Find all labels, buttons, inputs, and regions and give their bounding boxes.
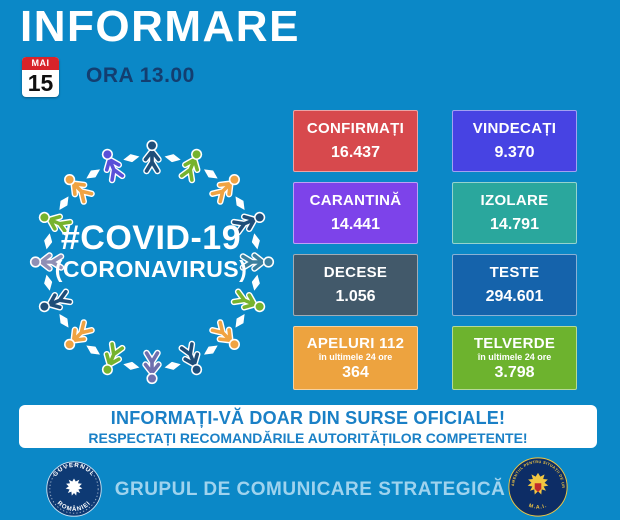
double-arrow-icon: [251, 233, 260, 250]
person-figure-icon: [230, 211, 266, 236]
stat-box-apeluri-112: APELURI 112 în ultimele 24 ore 364: [293, 326, 418, 390]
stats-grid: CONFIRMAȚI 16.437 VINDECAȚI 9.370 CARANT…: [293, 110, 577, 390]
double-arrow-icon: [59, 196, 69, 211]
page-title: INFORMARE: [20, 2, 300, 51]
government-of-romania-seal-icon: GUVERNUL ROMÂNIEI: [46, 461, 102, 517]
person-figure-icon: [209, 319, 240, 350]
covid-subtitle: (CORONAVIRUS): [54, 256, 248, 282]
stat-value: 3.798: [494, 363, 535, 381]
double-arrow-icon: [123, 361, 140, 370]
double-arrow-icon: [164, 361, 181, 370]
double-arrow-icon: [123, 154, 140, 163]
stat-value: 294.601: [485, 288, 544, 305]
stat-label: CARANTINĂ: [309, 192, 402, 209]
stat-label: DECESE: [323, 264, 388, 281]
stat-label: IZOLARE: [480, 192, 549, 209]
double-arrow-icon: [251, 274, 260, 291]
official-sources-banner: INFORMAȚI-VĂ DOAR DIN SURSE OFICIALE! RE…: [19, 405, 597, 448]
covid-hashtag: #COVID-19: [60, 219, 242, 257]
stat-box-teste: TESTE 294.601: [452, 254, 577, 316]
stat-box-confirmati: CONFIRMAȚI 16.437: [293, 110, 418, 172]
stat-sublabel: în ultimele 24 ore: [318, 351, 393, 362]
footer-title: GRUPUL DE COMUNICARE STRATEGICĂ: [114, 479, 506, 500]
stat-label: VINDECAȚI: [472, 120, 557, 137]
eagle-emblem-icon: [65, 478, 83, 496]
stat-label: TELVERDE: [473, 334, 556, 352]
stat-value: 1.056: [335, 288, 376, 305]
banner-line-2: RESPECTAȚI RECOMANDĂRILE AUTORITĂȚILOR C…: [88, 429, 528, 446]
calendar-day: 15: [27, 70, 54, 96]
person-figure-icon: [38, 288, 74, 313]
double-arrow-icon: [86, 169, 101, 179]
person-figure-icon: [178, 148, 203, 184]
person-figure-icon: [64, 174, 95, 205]
person-figure-icon: [101, 148, 126, 184]
double-arrow-icon: [203, 169, 218, 179]
stat-sublabel: în ultimele 24 ore: [477, 351, 552, 362]
person-figure-icon: [101, 340, 126, 376]
people-circle-illustration: [29, 139, 275, 385]
banner-line-1: INFORMAȚI-VĂ DOAR DIN SURSE OFICIALE!: [110, 407, 506, 428]
stat-value: 9.370: [494, 144, 535, 161]
emergency-department-seal-icon: DEPARTAMENTUL PENTRU SITUAȚII DE URGENȚĂ…: [507, 456, 568, 517]
person-figure-icon: [29, 252, 65, 272]
person-figure-icon: [239, 252, 275, 272]
double-arrow-icon: [235, 313, 245, 328]
svg-text:M.A.I.: M.A.I.: [528, 503, 548, 511]
stat-box-vindecati: VINDECAȚI 9.370: [452, 110, 577, 172]
person-figure-icon: [209, 174, 240, 205]
shield-icon: [534, 483, 542, 493]
stat-box-carantina: CARANTINĂ 14.441: [293, 182, 418, 244]
calendar-month: MAI: [22, 57, 59, 70]
stat-box-telverde: TELVERDE în ultimele 24 ore 3.798: [452, 326, 577, 390]
double-arrow-icon: [44, 274, 53, 291]
stat-label: CONFIRMAȚI: [306, 120, 405, 137]
person-figure-icon: [178, 340, 203, 376]
double-arrow-icon: [203, 345, 218, 355]
stat-box-decese: DECESE 1.056: [293, 254, 418, 316]
double-arrow-icon: [235, 196, 245, 211]
person-figure-icon: [142, 139, 162, 175]
time-label: ORA 13.00: [86, 64, 195, 87]
double-arrow-icon: [86, 345, 101, 355]
person-figure-icon: [230, 288, 266, 313]
stat-value: 16.437: [331, 144, 380, 161]
person-figure-icon: [64, 319, 95, 350]
stat-value: 14.791: [490, 216, 539, 233]
calendar-icon: MAI 15: [22, 57, 59, 97]
double-arrow-icon: [44, 233, 53, 250]
stat-value: 14.441: [331, 216, 380, 233]
double-arrow-icon: [164, 154, 181, 163]
person-figure-icon: [38, 211, 74, 236]
right-seal-bottom-text: M.A.I.: [528, 503, 547, 511]
person-figure-icon: [142, 349, 162, 385]
double-arrow-icon: [59, 313, 69, 328]
stat-label: APELURI 112: [306, 334, 405, 352]
stat-label: TESTE: [489, 264, 540, 281]
stat-box-izolare: IZOLARE 14.791: [452, 182, 577, 244]
stat-value: 364: [342, 363, 369, 381]
